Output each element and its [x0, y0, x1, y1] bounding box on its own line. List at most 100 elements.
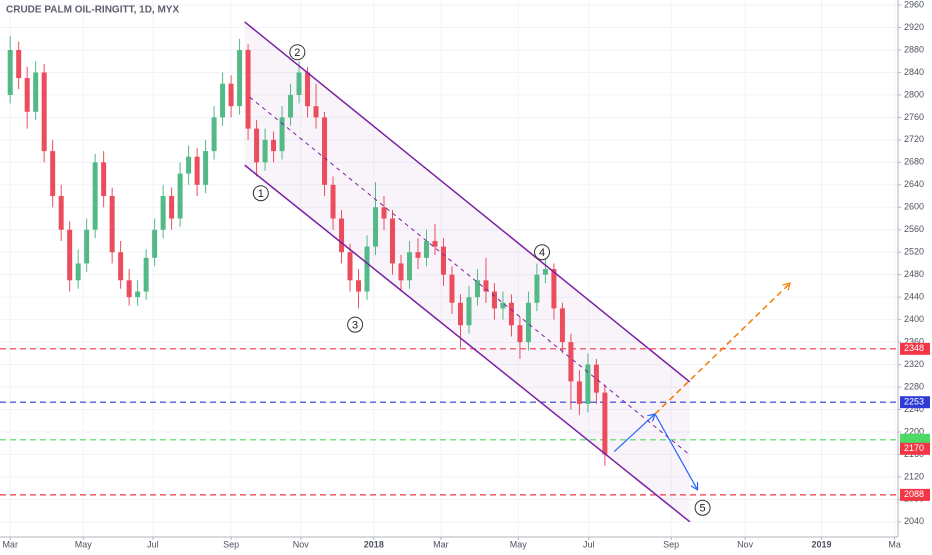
wave-circle — [534, 244, 551, 261]
x-tick-label: 2019 — [812, 539, 832, 549]
candle-body — [313, 106, 319, 118]
candle-body — [203, 151, 209, 185]
y-tick-label: 2520 — [904, 247, 924, 257]
candle-body — [551, 269, 557, 309]
candle-body — [466, 297, 472, 326]
chart-title: CRUDE PALM OIL-RINGITT, 1D, MYX — [6, 5, 179, 16]
y-tick-label: 2840 — [904, 67, 924, 77]
y-tick-label: 2560 — [904, 224, 924, 234]
x-tick-label: Jul — [583, 539, 595, 549]
candle-body — [288, 94, 294, 118]
blue-arrow — [613, 414, 655, 453]
y-tick-label: 2280 — [904, 381, 924, 391]
candle-body — [339, 218, 345, 253]
wave-label: 2 — [294, 47, 300, 59]
orange-arrow — [654, 283, 790, 415]
candle-body — [186, 156, 192, 174]
candle-body — [330, 184, 336, 219]
x-tick-label: May — [510, 539, 528, 549]
wave-circle — [252, 185, 269, 202]
y-tick-label: 2360 — [904, 336, 924, 346]
candle-body — [500, 302, 506, 309]
candle-body — [7, 49, 13, 95]
candle-body — [398, 263, 404, 281]
wave-label: 5 — [700, 503, 706, 515]
y-tick-label: 2320 — [904, 359, 924, 369]
x-tick-label: Nov — [293, 539, 310, 549]
wave-circle — [289, 44, 306, 61]
candle-body — [568, 342, 574, 382]
channel-lower — [244, 164, 691, 523]
candle-body — [109, 196, 115, 253]
x-tick-label: Mar — [433, 539, 449, 549]
candle-body — [152, 229, 158, 258]
candle-body — [84, 229, 90, 264]
y-tick-label: 2680 — [904, 157, 924, 167]
candle-body — [585, 364, 591, 404]
x-tick-label: 2018 — [364, 539, 384, 549]
candle-body — [33, 72, 39, 112]
blue-arrow — [654, 413, 697, 490]
x-tick-label: Sep — [663, 539, 679, 549]
candle-body — [279, 117, 285, 152]
candle-body — [483, 280, 489, 292]
price-tag-label: 2253 — [904, 397, 924, 407]
candle-body — [16, 49, 22, 79]
price-tag — [900, 342, 930, 355]
candle-body — [508, 302, 514, 326]
candle-body — [423, 240, 429, 258]
grid — [0, 0, 898, 537]
y-tick-label: 2240 — [904, 404, 924, 414]
price-tag — [900, 396, 930, 409]
candle-body — [58, 196, 64, 230]
candle-body — [542, 269, 548, 275]
y-tick-label: 2920 — [904, 22, 924, 32]
y-tick-label: 2640 — [904, 179, 924, 189]
candle-body — [440, 246, 446, 275]
y-tick-label: 2880 — [904, 44, 924, 54]
y-tick-label: 2400 — [904, 314, 924, 324]
candle-body — [432, 240, 438, 247]
candle-body — [517, 325, 523, 343]
candle-body — [67, 229, 73, 281]
candle-body — [406, 252, 412, 281]
candle-body — [50, 151, 56, 197]
candle-body — [24, 78, 30, 112]
candle-body — [194, 156, 200, 185]
wave-label: 1 — [258, 188, 264, 200]
candle-body — [220, 83, 226, 118]
candle-body — [602, 392, 608, 455]
candle-body — [364, 246, 370, 292]
candle-body — [381, 207, 387, 219]
y-tick-label: 2720 — [904, 134, 924, 144]
plot: 1 2 3 4 5 — [0, 21, 898, 523]
candle-body — [271, 139, 277, 152]
y-tick-label: 2480 — [904, 269, 924, 279]
candle-body — [143, 257, 149, 292]
candle-body — [491, 291, 497, 309]
y-tick-label: 2200 — [904, 426, 924, 436]
candle-body — [305, 72, 311, 107]
x-tick-label: Ma — [888, 539, 901, 549]
candle-body — [356, 280, 362, 292]
candle-body — [449, 274, 455, 303]
y-tick-label: 2120 — [904, 471, 924, 481]
price-tag-label: 2088 — [904, 489, 924, 499]
x-tick-label: Nov — [737, 539, 754, 549]
wave-circle — [347, 316, 364, 333]
wave-label: 4 — [539, 247, 545, 259]
candle-body — [177, 173, 183, 219]
price-tag-label: 2170 — [904, 443, 924, 453]
x-tick-label: May — [75, 539, 93, 549]
candle-body — [169, 196, 175, 219]
candle-body — [576, 381, 582, 404]
x-tick-label: Sep — [223, 539, 239, 549]
price-tag — [900, 442, 930, 455]
candle-body — [296, 72, 302, 95]
candle-body — [457, 302, 463, 326]
candle-body — [262, 139, 268, 163]
candle-body — [101, 162, 107, 197]
candle-body — [474, 280, 480, 298]
candle-body — [347, 252, 353, 281]
